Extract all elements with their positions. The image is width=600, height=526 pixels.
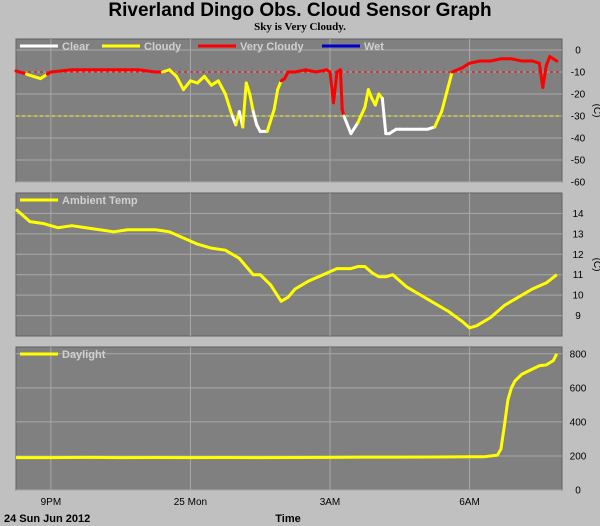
series-segment: [248, 92, 255, 114]
series-segment: [342, 114, 353, 136]
y-tick-label: 9: [575, 311, 581, 322]
series-segment: [366, 88, 374, 100]
y-tick-label: -30: [571, 112, 586, 123]
legend-label: Very Cloudy: [240, 41, 304, 53]
series-segment: [488, 57, 503, 63]
x-tick-label: 25 Mon: [174, 497, 207, 508]
series-line: [15, 208, 558, 330]
y-tick-label: 10: [572, 291, 584, 302]
plot-area: [15, 192, 563, 337]
series-segment: [136, 68, 158, 74]
series-segment: [440, 70, 454, 114]
series-segment: [331, 70, 339, 105]
series-segment: [49, 69, 63, 74]
legend-label: Clear: [62, 41, 90, 53]
series-segment: [380, 96, 388, 136]
y-tick-label: 0: [575, 46, 581, 57]
series-segment: [373, 92, 381, 107]
series-segment: [541, 63, 548, 89]
series-segment: [544, 55, 552, 67]
legend-label: Ambient Temp: [62, 195, 138, 207]
series-segment: [195, 74, 206, 85]
series-segment: [548, 55, 559, 63]
series-segment: [433, 110, 444, 129]
series-segment: [338, 68, 344, 111]
x-axis-title: Time: [275, 513, 300, 525]
y-tick-label: 13: [572, 229, 584, 240]
y-tick-label: -20: [571, 90, 586, 101]
y-tick-label: 12: [572, 250, 584, 261]
plot-area: [15, 346, 563, 491]
y-tick-label: -50: [571, 156, 586, 167]
series-segment: [293, 68, 308, 74]
y-tick-label: -40: [571, 134, 586, 145]
y-tick-label: -60: [571, 178, 586, 189]
y-tick-label: 14: [572, 209, 584, 220]
series-segment: [216, 79, 227, 96]
series-segment: [363, 88, 370, 109]
x-tick-label: 3AM: [320, 497, 341, 508]
series-segment: [272, 88, 280, 111]
series-segment: [223, 92, 234, 118]
series-segment: [251, 110, 259, 127]
series-segment: [304, 68, 318, 74]
y-axis-label: (C): [591, 104, 600, 118]
date-label: 24 Sun Jun 2012: [4, 513, 90, 525]
series-segment: [14, 69, 28, 76]
series-segment: [356, 105, 367, 125]
legend-label: Cloudy: [144, 41, 182, 53]
series-segment: [244, 81, 252, 96]
series-segment: [181, 79, 192, 92]
y-tick-label: 200: [570, 451, 587, 462]
y-tick-label: 800: [570, 349, 587, 360]
y-axis-label: (C): [591, 258, 600, 272]
y-tick-label: 0: [575, 486, 581, 497]
legend-label: Daylight: [62, 349, 106, 361]
series-segment: [265, 107, 276, 133]
series-segment: [59, 68, 74, 73]
series-line: [16, 353, 559, 460]
y-tick-label: 600: [570, 383, 587, 394]
x-tick-label: 6AM: [459, 497, 480, 508]
series-segment: [468, 59, 482, 65]
sky-status-text: Sky is Very Cloudy.: [254, 21, 346, 33]
series-segment: [241, 81, 248, 129]
x-tick-label: 9PM: [41, 497, 62, 508]
series-segment: [202, 74, 213, 87]
panel-1: 0 -10 -20 -30 -40 -50 -60 (C) Clear Cloudy Very Cl…: [14, 38, 600, 189]
series-segment: [509, 57, 524, 63]
chart-title: Riverland Dingo Obs. Cloud Sensor Graph: [108, 0, 492, 21]
legend-label: Wet: [364, 41, 384, 53]
series-segment: [349, 121, 360, 136]
y-tick-label: -10: [571, 68, 586, 79]
y-tick-label: 11: [573, 270, 584, 281]
panel-2: 14 13 12 11 10 9 (C) Ambient Temp: [15, 192, 600, 337]
series-segment: [450, 66, 465, 74]
series-segment: [168, 68, 178, 78]
panel-3: 800 600 400 200 0 Daylight: [15, 346, 587, 497]
series-segment: [276, 79, 283, 92]
series-segment: [314, 68, 329, 74]
y-tick-label: 400: [570, 417, 587, 428]
series-segment: [174, 74, 185, 92]
